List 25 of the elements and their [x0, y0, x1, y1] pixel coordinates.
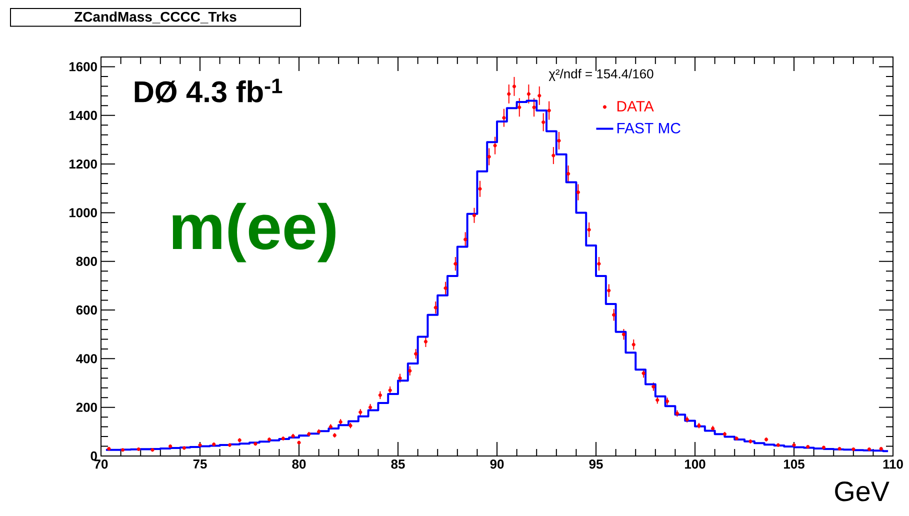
y-tick-label: 400: [76, 354, 97, 364]
y-tick-label: 200: [76, 402, 97, 412]
legend-label: DATA: [617, 101, 654, 112]
legend-label: FAST MC: [617, 122, 680, 134]
x-tick-label: 70: [94, 460, 108, 469]
y-tick-label: 0: [90, 451, 97, 461]
y-tick-label: 1600: [69, 62, 97, 72]
x-tick-label: 95: [589, 460, 603, 469]
y-tick-label: 1200: [69, 159, 97, 169]
annotation: DØ 4.3 fb$^{-1}$: [134, 78, 282, 104]
y-tick-label: 600: [76, 305, 97, 315]
chart-title: ZCandMass_CCCC_Trks: [74, 11, 236, 24]
x-tick-label: 90: [490, 460, 504, 469]
x-tick-label: 80: [292, 460, 306, 469]
x-tick-label: 105: [784, 460, 804, 469]
x-tick-label: 110: [883, 460, 903, 469]
x-tick-label: 100: [685, 460, 706, 469]
annotation: χ²/ndf = 154.4/160: [548, 68, 654, 81]
x-tick-label: 85: [391, 460, 405, 469]
x-axis-title: GeV: [835, 482, 890, 502]
y-tick-label: 1400: [69, 110, 97, 120]
x-tick-label: 75: [193, 460, 207, 469]
y-tick-label: 800: [76, 256, 97, 266]
y-tick-label: 1000: [69, 208, 97, 218]
annotation: m(ee): [172, 202, 336, 262]
